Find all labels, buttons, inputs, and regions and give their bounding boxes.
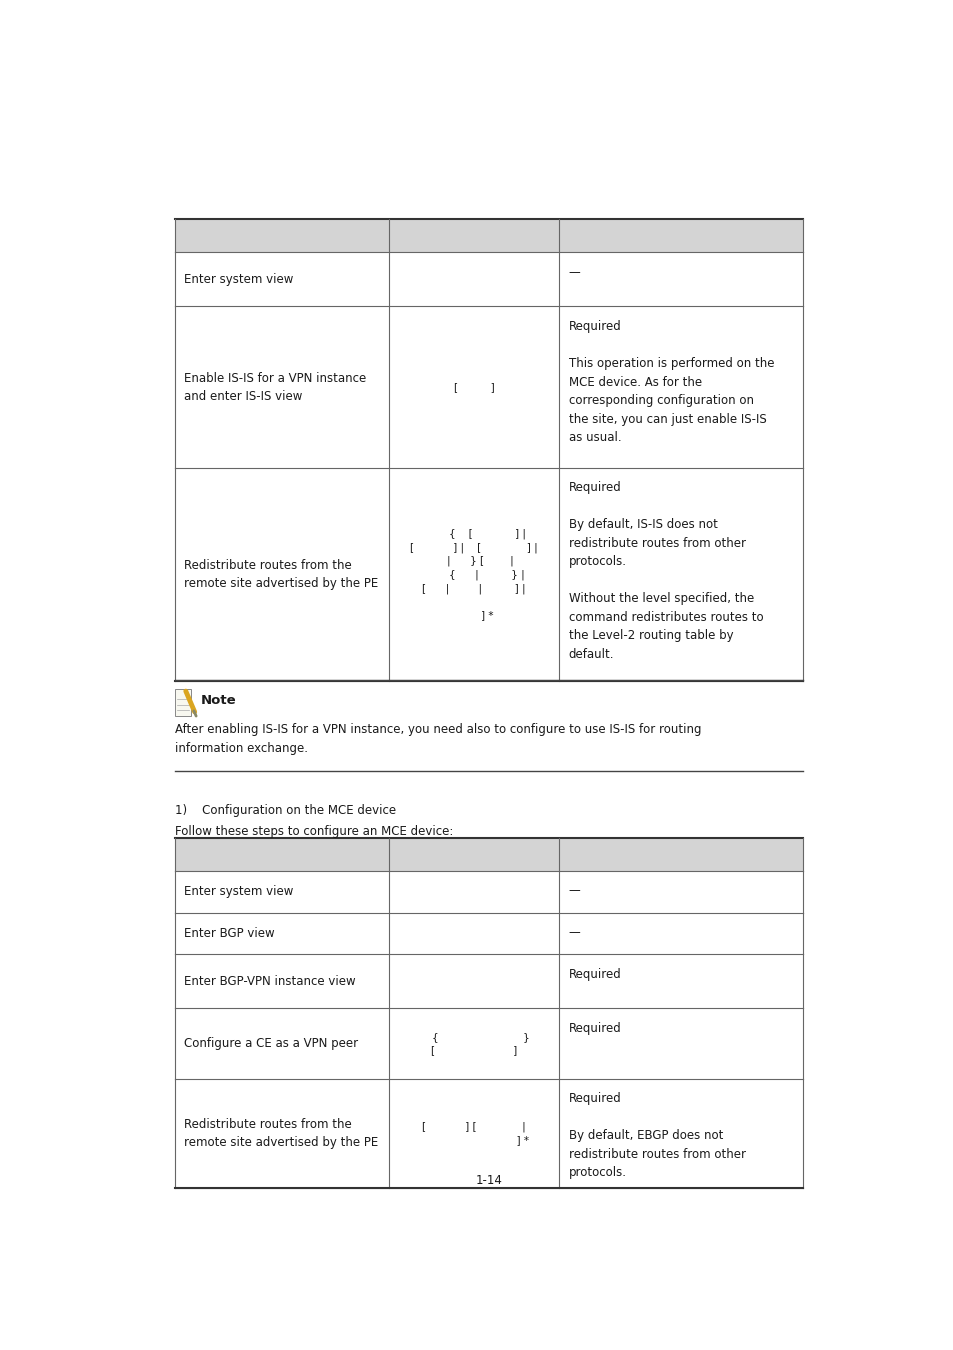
Text: Required

This operation is performed on the
MCE device. As for the
correspondin: Required This operation is performed on … [568, 320, 774, 444]
Text: Configure a CE as a VPN peer: Configure a CE as a VPN peer [184, 1037, 358, 1050]
Text: Enter system view: Enter system view [184, 886, 294, 898]
Text: {                          }
[                        ]: { } [ ] [418, 1031, 529, 1056]
Text: Redistribute routes from the
remote site advertised by the PE: Redistribute routes from the remote site… [184, 1118, 378, 1149]
Text: Enter system view: Enter system view [184, 273, 294, 286]
Text: {    [             ] |
[            ] |    [              ] |
    |      } [    : { [ ] | [ ] | [ ] | | } [ [410, 528, 537, 620]
Text: Enter BGP-VPN instance view: Enter BGP-VPN instance view [184, 975, 355, 988]
Bar [174, 837, 802, 871]
Text: Redistribute routes from the
remote site advertised by the PE: Redistribute routes from the remote site… [184, 559, 378, 590]
Text: Required

By default, IS-IS does not
redistribute routes from other
protocols.

: Required By default, IS-IS does not redi… [568, 481, 762, 660]
Text: 1-14: 1-14 [475, 1174, 502, 1187]
Text: Required

By default, EBGP does not
redistribute routes from other
protocols.: Required By default, EBGP does not redis… [568, 1092, 745, 1180]
Text: [          ]: [ ] [454, 382, 494, 391]
Text: 1)    Configuration on the MCE device: 1) Configuration on the MCE device [174, 805, 395, 817]
Text: —: — [568, 266, 580, 279]
Text: —: — [568, 884, 580, 898]
Text: Required: Required [568, 1022, 620, 1034]
Bar [174, 688, 191, 716]
Text: Follow these steps to configure an MCE device:: Follow these steps to configure an MCE d… [174, 825, 453, 838]
Text: Note: Note [200, 694, 236, 707]
Bar [174, 219, 802, 252]
Text: After enabling IS-IS for a VPN instance, you need also to configure to use IS-IS: After enabling IS-IS for a VPN instance,… [174, 724, 700, 756]
Text: —: — [568, 926, 580, 940]
Text: Required: Required [568, 968, 620, 980]
Text: Enter BGP view: Enter BGP view [184, 927, 274, 940]
Text: [            ] [              |
                              ] *: [ ] [ | ] * [418, 1122, 529, 1145]
Text: Enable IS-IS for a VPN instance
and enter IS-IS view: Enable IS-IS for a VPN instance and ente… [184, 371, 366, 402]
